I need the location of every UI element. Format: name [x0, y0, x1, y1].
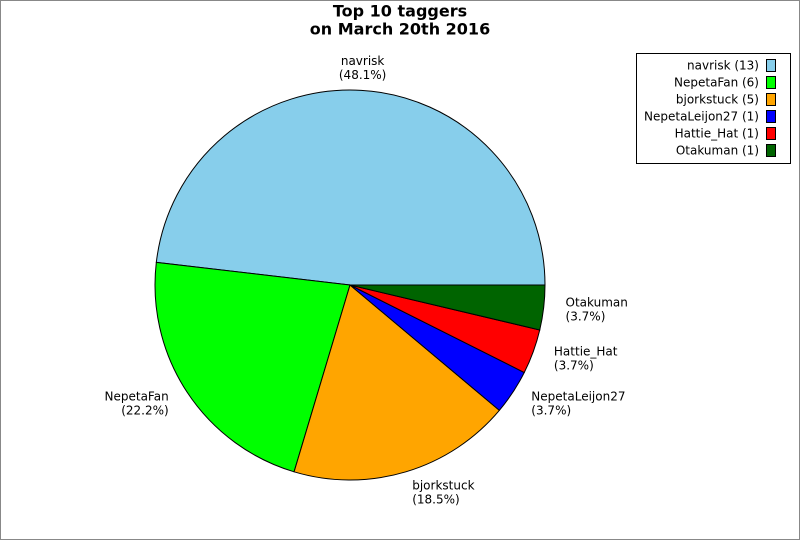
- legend-label: NepetaLeijon27 (1): [644, 110, 759, 124]
- slice-percent: (18.5%): [412, 492, 459, 506]
- legend-swatch: [766, 59, 776, 72]
- legend-label: bjorkstuck (5): [676, 93, 759, 107]
- pie-slice: [155, 89, 546, 286]
- slice-label: NepetaLeijon27: [531, 390, 625, 404]
- slice-percent: (48.1%): [339, 68, 386, 82]
- legend-box: [636, 53, 791, 164]
- legend-label: Otakuman (1): [676, 144, 759, 158]
- slice-percent: (3.7%): [531, 404, 571, 418]
- slice-label: navrisk: [341, 54, 385, 68]
- slice-percent: (22.2%): [121, 404, 168, 418]
- legend-swatch: [766, 144, 776, 157]
- legend-label: Hattie_Hat (1): [675, 127, 759, 141]
- slice-label: bjorkstuck: [412, 478, 474, 492]
- slice-percent: (3.7%): [566, 310, 606, 324]
- legend-label: navrisk (13): [687, 59, 759, 73]
- pie-slice: [154, 261, 351, 473]
- chart-title: Top 10 taggers: [333, 2, 467, 21]
- pie-slice: [349, 284, 546, 331]
- chart-subtitle: on March 20th 2016: [310, 20, 490, 39]
- pie-slice: [293, 284, 501, 481]
- legend-swatch: [766, 127, 776, 140]
- legend-swatch: [766, 110, 776, 123]
- slice-label: Hattie_Hat: [554, 345, 618, 359]
- slice-label: Otakuman: [566, 296, 628, 310]
- legend-label: NepetaFan (6): [674, 76, 759, 90]
- slice-percent: (3.7%): [554, 359, 594, 373]
- legend-swatch: [766, 76, 776, 89]
- legend-swatch: [766, 93, 776, 106]
- slice-label: NepetaFan: [105, 390, 169, 404]
